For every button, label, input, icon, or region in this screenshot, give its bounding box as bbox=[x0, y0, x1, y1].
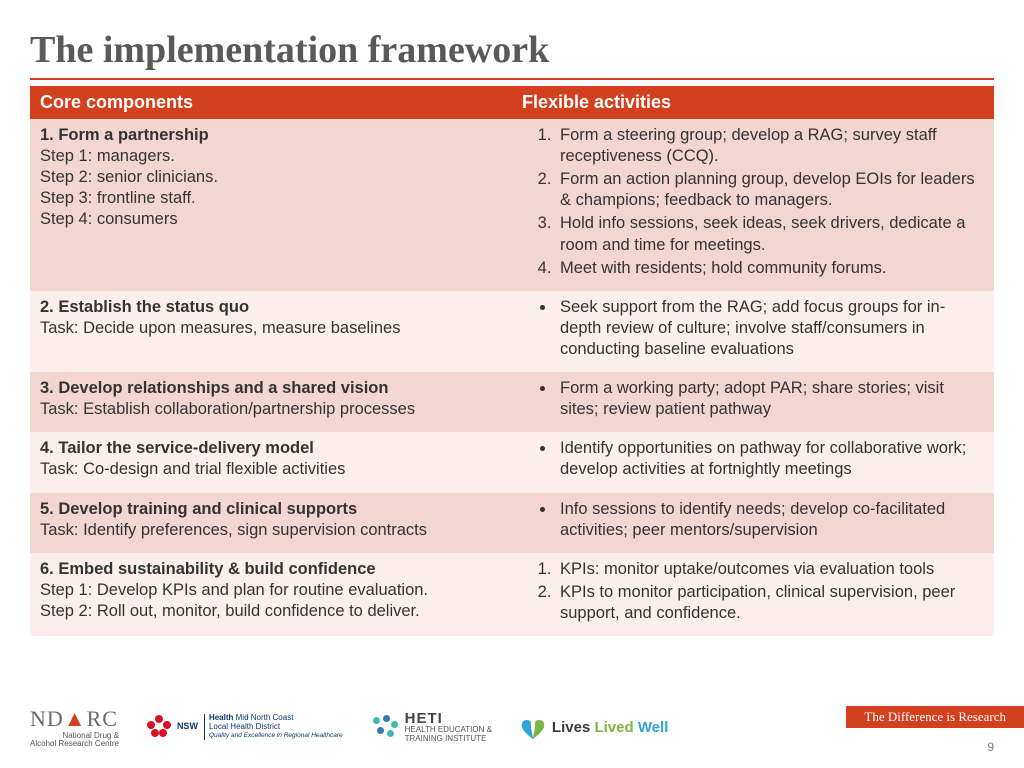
flex-item: Form a working party; adopt PAR; share s… bbox=[556, 378, 984, 420]
table-header-row: Core components Flexible activities bbox=[30, 86, 994, 119]
flex-item: KPIs: monitor uptake/outcomes via evalua… bbox=[556, 559, 984, 580]
flex-cell: Seek support from the RAG; add focus gro… bbox=[512, 291, 994, 372]
ndarc-logo: ND▲RC National Drug & Alcohol Research C… bbox=[30, 706, 119, 749]
ndarc-sub2: Alcohol Research Centre bbox=[30, 739, 119, 748]
core-line: Step 3: frontline staff. bbox=[40, 188, 502, 209]
core-title: 1. Form a partnership bbox=[40, 126, 209, 144]
flex-item: Info sessions to identify needs; develop… bbox=[556, 499, 984, 541]
flex-item: Form a steering group; develop a RAG; su… bbox=[556, 125, 984, 167]
logo-row: ND▲RC National Drug & Alcohol Research C… bbox=[30, 706, 668, 749]
core-cell: 6. Embed sustainability & build confiden… bbox=[30, 553, 512, 636]
table-row: 1. Form a partnershipStep 1: managers.St… bbox=[30, 119, 994, 291]
heti-icon bbox=[371, 715, 399, 739]
flex-cell: Identify opportunities on pathway for co… bbox=[512, 432, 994, 492]
flex-item: Form an action planning group, develop E… bbox=[556, 169, 984, 211]
core-cell: 5. Develop training and clinical support… bbox=[30, 493, 512, 553]
core-line: Step 1: managers. bbox=[40, 146, 502, 167]
flex-item: Meet with residents; hold community foru… bbox=[556, 258, 984, 279]
flex-list: Form a steering group; develop a RAG; su… bbox=[522, 125, 984, 279]
flex-item: Seek support from the RAG; add focus gro… bbox=[556, 297, 984, 360]
core-cell: 4. Tailor the service-delivery model Task… bbox=[30, 432, 512, 492]
table-row: 2. Establish the status quo Task: Decide … bbox=[30, 291, 994, 372]
table-row: 6. Embed sustainability & build confiden… bbox=[30, 553, 994, 636]
core-line: Task: Decide upon measures, measure base… bbox=[40, 318, 502, 339]
slide: The implementation framework Core compon… bbox=[0, 0, 1024, 768]
table-row: 3. Develop relationships and a shared vi… bbox=[30, 372, 994, 432]
core-title: 4. Tailor the service-delivery model bbox=[40, 439, 314, 457]
core-line: Task: Identify preferences, sign supervi… bbox=[40, 520, 502, 541]
heti-big: HETI bbox=[405, 711, 492, 727]
nsw-text: Health Mid North Coast Local Health Dist… bbox=[204, 714, 343, 740]
nsw-l3: Local Health District bbox=[209, 722, 280, 731]
llw-heart-icon bbox=[520, 717, 542, 737]
core-line: Step 4: consumers bbox=[40, 209, 502, 230]
heti-logo: HETI HEALTH EDUCATION & TRAINING INSTITU… bbox=[371, 711, 492, 744]
core-line: Task: Establish collaboration/partnershi… bbox=[40, 399, 502, 420]
footer: ND▲RC National Drug & Alcohol Research C… bbox=[0, 698, 1024, 756]
flex-cell: Info sessions to identify needs; develop… bbox=[512, 493, 994, 553]
core-line: Task: Co-design and trial flexible activ… bbox=[40, 459, 502, 480]
ndarc-wordmark: ND▲RC bbox=[30, 706, 119, 732]
heti-l2: TRAINING INSTITUTE bbox=[405, 734, 487, 743]
core-cell: 3. Develop relationships and a shared vi… bbox=[30, 372, 512, 432]
heti-text: HETI HEALTH EDUCATION & TRAINING INSTITU… bbox=[405, 711, 492, 744]
flex-list: Seek support from the RAG; add focus gro… bbox=[522, 297, 984, 360]
header-flex: Flexible activities bbox=[512, 86, 994, 119]
flex-item: Identify opportunities on pathway for co… bbox=[556, 438, 984, 480]
nsw-l1: Health bbox=[209, 713, 233, 722]
core-line: Step 1: Develop KPIs and plan for routin… bbox=[40, 580, 502, 601]
core-line: Step 2: senior clinicians. bbox=[40, 167, 502, 188]
nsw-l4: Quality and Excellence in Regional Healt… bbox=[209, 732, 343, 739]
flex-list: KPIs: monitor uptake/outcomes via evalua… bbox=[522, 559, 984, 624]
lives-lived-well-logo: Lives Lived Well bbox=[520, 717, 668, 737]
flex-cell: Form a steering group; develop a RAG; su… bbox=[512, 119, 994, 291]
core-title: 3. Develop relationships and a shared vi… bbox=[40, 379, 388, 397]
table-row: 4. Tailor the service-delivery model Task… bbox=[30, 432, 994, 492]
ndarc-sub: National Drug & Alcohol Research Centre bbox=[30, 732, 119, 749]
title-rule bbox=[30, 78, 994, 80]
core-cell: 1. Form a partnershipStep 1: managers.St… bbox=[30, 119, 512, 291]
flex-item: Hold info sessions, seek ideas, seek dri… bbox=[556, 213, 984, 255]
header-core: Core components bbox=[30, 86, 512, 119]
nsw-health-logo: NSW Health Mid North Coast Local Health … bbox=[147, 714, 343, 740]
flex-list: Info sessions to identify needs; develop… bbox=[522, 499, 984, 541]
nsw-l2: Mid North Coast bbox=[236, 713, 294, 722]
flex-cell: Form a working party; adopt PAR; share s… bbox=[512, 372, 994, 432]
slide-title: The implementation framework bbox=[30, 28, 994, 72]
table-row: 5. Develop training and clinical support… bbox=[30, 493, 994, 553]
core-line: Step 2: Roll out, monitor, build confide… bbox=[40, 601, 502, 622]
core-title: 5. Develop training and clinical support… bbox=[40, 500, 357, 518]
core-title: 6. Embed sustainability & build confiden… bbox=[40, 560, 376, 578]
flex-item: KPIs to monitor participation, clinical … bbox=[556, 582, 984, 624]
core-cell: 2. Establish the status quo Task: Decide … bbox=[30, 291, 512, 372]
flex-list: Form a working party; adopt PAR; share s… bbox=[522, 378, 984, 420]
llw-text: Lives Lived Well bbox=[552, 719, 668, 736]
flex-cell: KPIs: monitor uptake/outcomes via evalua… bbox=[512, 553, 994, 636]
core-title: 2. Establish the status quo bbox=[40, 298, 249, 316]
flex-list: Identify opportunities on pathway for co… bbox=[522, 438, 984, 480]
waratah-icon bbox=[147, 715, 171, 739]
framework-table: Core components Flexible activities 1. F… bbox=[30, 86, 994, 636]
